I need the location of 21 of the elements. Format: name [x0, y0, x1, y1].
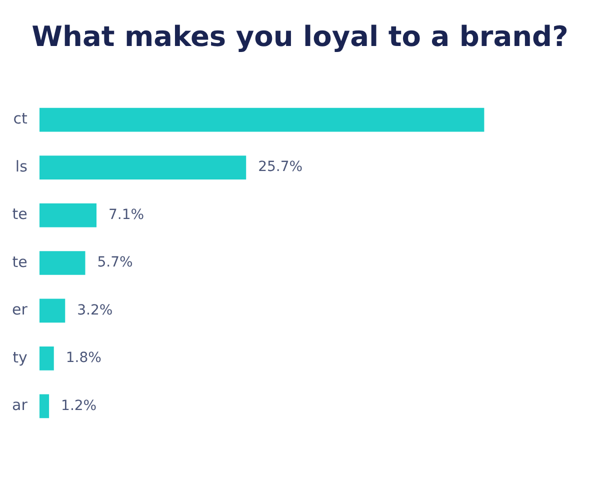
y-tick-label: ar	[12, 396, 28, 414]
bar	[39, 346, 54, 370]
data-label: 5.7%	[97, 254, 133, 271]
bar	[39, 394, 50, 418]
bar	[39, 251, 86, 275]
y-tick-label: te	[12, 252, 28, 271]
y-tick-label: ty	[12, 348, 28, 366]
y-tick-label: te	[12, 205, 28, 224]
y-tick-label: ls	[15, 157, 28, 176]
data-label: 7.1%	[108, 206, 144, 223]
data-label: 3.2%	[77, 302, 113, 318]
data-label: 25.7%	[258, 159, 303, 176]
bar	[39, 108, 484, 132]
data-label: 1.2%	[61, 398, 97, 414]
y-tick-label: ct	[13, 110, 28, 128]
y-tick-label: er	[12, 300, 28, 319]
data-label: 1.8%	[66, 350, 102, 366]
bar	[39, 298, 66, 323]
bar	[39, 156, 246, 180]
chart-title: What makes you loyal to a brand?	[30, 20, 570, 53]
bar	[39, 203, 97, 228]
